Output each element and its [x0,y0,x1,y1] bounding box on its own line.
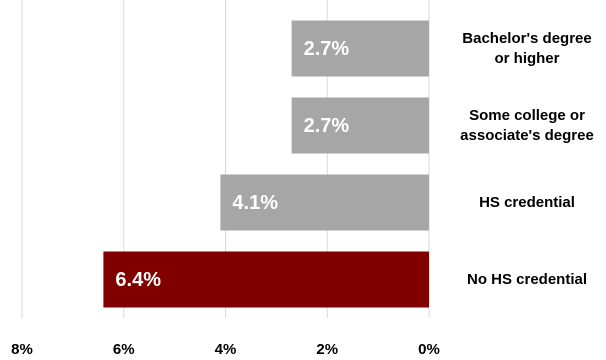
x-tick-label: 8% [11,341,33,358]
category-label: No HS credential [466,270,588,288]
x-tick-label: 4% [215,341,237,358]
category-label: Some college or associate's degree [460,106,594,144]
value-label: 2.7% [304,115,350,137]
x-tick-label: 0% [418,341,440,358]
bar [103,251,430,308]
bar [220,174,429,231]
x-tick-label: 2% [316,341,338,358]
bar [291,20,429,77]
x-tick-label: 6% [113,341,135,358]
value-label: 2.7% [304,38,350,60]
value-label: 4.1% [232,192,278,214]
category-label: HS credential [479,193,575,211]
value-label: 6.4% [115,269,161,291]
bar [291,97,429,154]
category-label: Bachelor's degree or higher [462,29,592,67]
